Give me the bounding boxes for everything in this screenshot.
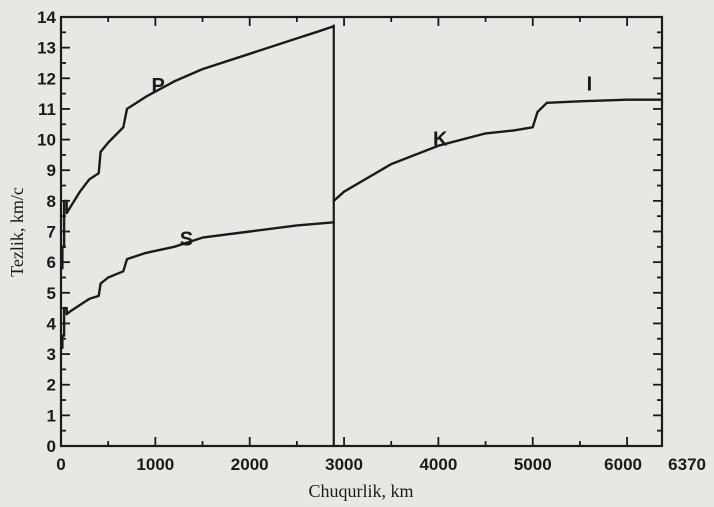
y-axis-title: Tezlik, km/c (7, 187, 27, 277)
y-tick-label: 11 (38, 100, 56, 119)
x-tick-label: 6370 (668, 455, 706, 474)
y-tick-label: 1 (47, 406, 56, 425)
curve-label-k: K (433, 129, 448, 151)
x-tick-label: 3000 (325, 455, 363, 474)
x-tick-label: 2000 (231, 455, 269, 474)
series-line-p (59, 25, 335, 270)
series-line-k (332, 101, 549, 203)
x-tick-label: 0 (56, 455, 65, 474)
series-lines (59, 25, 664, 350)
y-tick-label: 6 (47, 253, 56, 272)
curve-label-p: P (152, 75, 165, 97)
x-tick-label: 5000 (514, 455, 552, 474)
y-tick-label: 10 (37, 131, 56, 150)
y-tick-label: 4 (47, 314, 57, 333)
series-line-s (59, 221, 335, 350)
x-tick-label: 1000 (136, 455, 174, 474)
y-tick-label: 2 (47, 376, 56, 395)
x-axis-title: Chuqurlik, km (308, 481, 413, 501)
y-tick-label: 12 (37, 69, 56, 88)
y-tick-label: 0 (47, 437, 56, 456)
y-tick-label: 7 (47, 223, 56, 242)
x-tick-label: 4000 (419, 455, 457, 474)
y-tick-label: 3 (47, 345, 56, 364)
y-tick-label: 13 (37, 39, 56, 58)
curve-label-i: I (587, 74, 593, 96)
y-tick-label: 9 (47, 161, 56, 180)
x-tick-label: 6000 (604, 455, 642, 474)
series-line-i (545, 98, 664, 104)
y-tick-label: 14 (37, 8, 56, 27)
curve-label-s: S (180, 228, 193, 250)
y-tick-label: 8 (47, 192, 56, 211)
y-tick-label: 5 (47, 284, 56, 303)
curve-annotations: P S K I (152, 74, 593, 251)
